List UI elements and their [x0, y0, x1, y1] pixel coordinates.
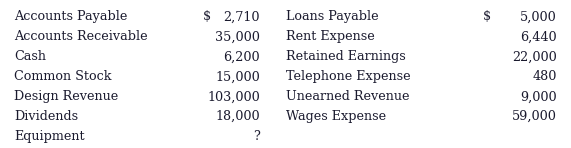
Text: 15,000: 15,000 — [215, 70, 260, 83]
Text: Rent Expense: Rent Expense — [286, 30, 374, 43]
Text: Equipment: Equipment — [14, 130, 85, 143]
Text: 5,000: 5,000 — [520, 10, 557, 23]
Text: 480: 480 — [532, 70, 557, 83]
Text: 9,000: 9,000 — [520, 90, 557, 103]
Text: Accounts Receivable: Accounts Receivable — [14, 30, 148, 43]
Text: 6,200: 6,200 — [223, 50, 260, 63]
Text: Common Stock: Common Stock — [14, 70, 112, 83]
Text: Retained Earnings: Retained Earnings — [286, 50, 405, 63]
Text: 2,710: 2,710 — [223, 10, 260, 23]
Text: ?: ? — [253, 130, 260, 143]
Text: Unearned Revenue: Unearned Revenue — [286, 90, 409, 103]
Text: Loans Payable: Loans Payable — [286, 10, 378, 23]
Text: 22,000: 22,000 — [512, 50, 557, 63]
Text: Wages Expense: Wages Expense — [286, 110, 385, 123]
Text: 6,440: 6,440 — [520, 30, 557, 43]
Text: Cash: Cash — [14, 50, 46, 63]
Text: 59,000: 59,000 — [512, 110, 557, 123]
Text: 35,000: 35,000 — [215, 30, 260, 43]
Text: 103,000: 103,000 — [207, 90, 260, 103]
Text: Accounts Payable: Accounts Payable — [14, 10, 128, 23]
Text: Telephone Expense: Telephone Expense — [286, 70, 410, 83]
Text: $: $ — [482, 10, 490, 23]
Text: Dividends: Dividends — [14, 110, 78, 123]
Text: $: $ — [203, 10, 211, 23]
Text: 18,000: 18,000 — [215, 110, 260, 123]
Text: Design Revenue: Design Revenue — [14, 90, 119, 103]
